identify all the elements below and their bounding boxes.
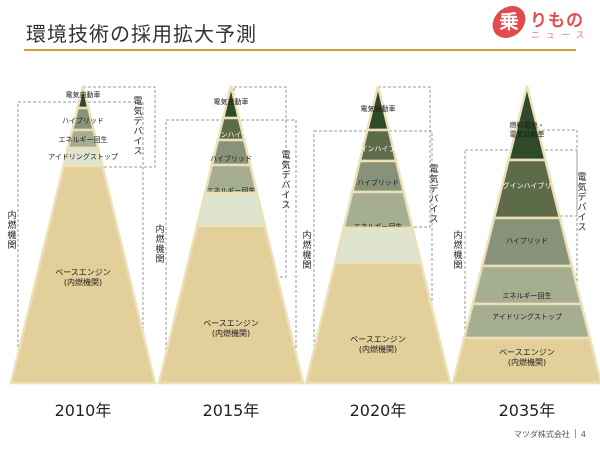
pyramid-layer-2-5 bbox=[304, 261, 452, 385]
svg-text:関: 関 bbox=[7, 240, 16, 251]
pyramid-layer-1-5 bbox=[157, 224, 305, 385]
svg-text:内: 内 bbox=[7, 209, 16, 221]
svg-text:気: 気 bbox=[281, 159, 290, 171]
brand-name: りもの bbox=[530, 11, 584, 31]
layer-label-0-4: ベースエンジン(内燃機関) bbox=[55, 268, 111, 287]
svg-text:デ: デ bbox=[577, 191, 586, 203]
layer-label-1-0: 電気自動車 bbox=[214, 97, 249, 106]
pyramid-layer-3-5 bbox=[451, 336, 600, 385]
svg-text:機: 機 bbox=[7, 229, 16, 241]
svg-text:電: 電 bbox=[281, 150, 290, 161]
svg-text:バ: バ bbox=[577, 202, 586, 213]
svg-text:燃: 燃 bbox=[302, 239, 311, 251]
layer-label-3-5: ベースエンジン(内燃機関) bbox=[499, 348, 555, 367]
ice-side-label-2010: 内燃機関 bbox=[7, 209, 16, 251]
layer-label-0-1: ハイブリッド bbox=[62, 116, 104, 125]
layer-label-2-3: エネルギー回生 bbox=[354, 222, 403, 231]
svg-text:イ: イ bbox=[429, 205, 438, 215]
electric-range-box-2010 bbox=[82, 86, 156, 168]
svg-text:ス: ス bbox=[577, 223, 586, 233]
svg-text:関: 関 bbox=[155, 254, 164, 265]
svg-text:バ: バ bbox=[133, 126, 142, 137]
layer-label-0-0: 電気自動車 bbox=[66, 90, 101, 99]
page-title: 環境技術の採用拡大予測 bbox=[26, 22, 257, 46]
year-label-2020: 2020年 bbox=[349, 401, 407, 420]
svg-text:内: 内 bbox=[453, 229, 462, 241]
svg-text:燃: 燃 bbox=[155, 233, 164, 245]
year-label-2035: 2035年 bbox=[498, 401, 556, 420]
svg-text:機: 機 bbox=[155, 243, 164, 255]
footer-separator bbox=[574, 429, 576, 438]
layer-label-3-1: プラグインハイブリッド bbox=[489, 181, 566, 190]
brand-logo: 乗 りもの ニュース bbox=[489, 6, 597, 42]
svg-text:内: 内 bbox=[302, 229, 311, 241]
svg-text:内: 内 bbox=[155, 223, 164, 235]
layer-label-3-2: ハイブリッド bbox=[506, 236, 548, 245]
layer-label-2-5: ベースエンジン(内燃機関) bbox=[350, 335, 406, 354]
layer-label-1-5: ベースエンジン(内燃機関) bbox=[203, 319, 259, 338]
svg-text:ス: ス bbox=[133, 147, 142, 157]
layer-label-0-3: アイドリングストップ bbox=[48, 152, 118, 161]
svg-text:デ: デ bbox=[429, 183, 438, 195]
svg-text:ス: ス bbox=[281, 201, 290, 211]
svg-text:燃: 燃 bbox=[453, 239, 462, 251]
svg-text:燃: 燃 bbox=[7, 219, 16, 231]
svg-text:機: 機 bbox=[302, 249, 311, 261]
footer: マツダ株式会社 4 bbox=[514, 429, 586, 440]
svg-text:デ: デ bbox=[281, 169, 290, 181]
ice-side-label-2020: 内燃機関 bbox=[302, 229, 311, 271]
svg-text:デ: デ bbox=[133, 115, 142, 127]
ice-side-label-2035: 内燃機関 bbox=[453, 229, 462, 271]
ice-side-label-2015: 内燃機関 bbox=[155, 223, 164, 265]
year-label-2015: 2015年 bbox=[202, 401, 260, 420]
title-rule bbox=[24, 49, 576, 51]
svg-text:バ: バ bbox=[429, 194, 438, 205]
svg-text:イ: イ bbox=[133, 137, 142, 147]
brand-subtitle: ニュース bbox=[531, 31, 591, 41]
layer-label-3-3: エネルギー回生 bbox=[503, 291, 552, 300]
layer-label-2-1: プラグインハイブリッド bbox=[340, 144, 417, 153]
year-label-2010: 2010年 bbox=[54, 401, 112, 420]
svg-text:バ: バ bbox=[281, 180, 290, 191]
svg-text:気: 気 bbox=[429, 173, 438, 185]
layer-label-1-2: ハイブリッド bbox=[210, 154, 252, 163]
pyramid-layer-2-4 bbox=[333, 226, 423, 265]
svg-text:関: 関 bbox=[453, 260, 462, 271]
layer-label-3-0: 燃料電池・電気自動車 bbox=[510, 121, 545, 139]
layer-label-2-0: 電気自動車 bbox=[361, 104, 396, 113]
layer-label-0-2: エネルギー回生 bbox=[59, 135, 108, 144]
svg-text:気: 気 bbox=[577, 181, 586, 193]
layer-label-1-3: エネルギー回生 bbox=[207, 186, 256, 195]
svg-text:ス: ス bbox=[429, 215, 438, 225]
footer-company: マツダ株式会社 bbox=[513, 430, 570, 439]
svg-text:気: 気 bbox=[133, 105, 142, 117]
layer-label-2-2: ハイブリッド bbox=[357, 178, 399, 187]
svg-text:機: 機 bbox=[453, 249, 462, 261]
page-number: 4 bbox=[580, 430, 586, 439]
pyramid-layer-1-4 bbox=[195, 191, 267, 228]
pyramid-layer-2-2 bbox=[350, 159, 406, 194]
svg-text:イ: イ bbox=[281, 191, 290, 201]
svg-text:関: 関 bbox=[302, 260, 311, 271]
svg-text:電: 電 bbox=[577, 172, 586, 183]
layer-label-1-1: プラグインハイブリッド bbox=[193, 130, 270, 139]
svg-text:電: 電 bbox=[429, 164, 438, 175]
svg-text:イ: イ bbox=[577, 213, 586, 223]
brand-mark-glyph: 乗 bbox=[499, 11, 519, 33]
svg-text:電: 電 bbox=[133, 96, 142, 107]
layer-label-3-4: アイドリングストップ bbox=[492, 312, 562, 321]
pyramid-layer-3-4 bbox=[462, 302, 592, 340]
pyramid-layer-0-4 bbox=[9, 164, 157, 385]
